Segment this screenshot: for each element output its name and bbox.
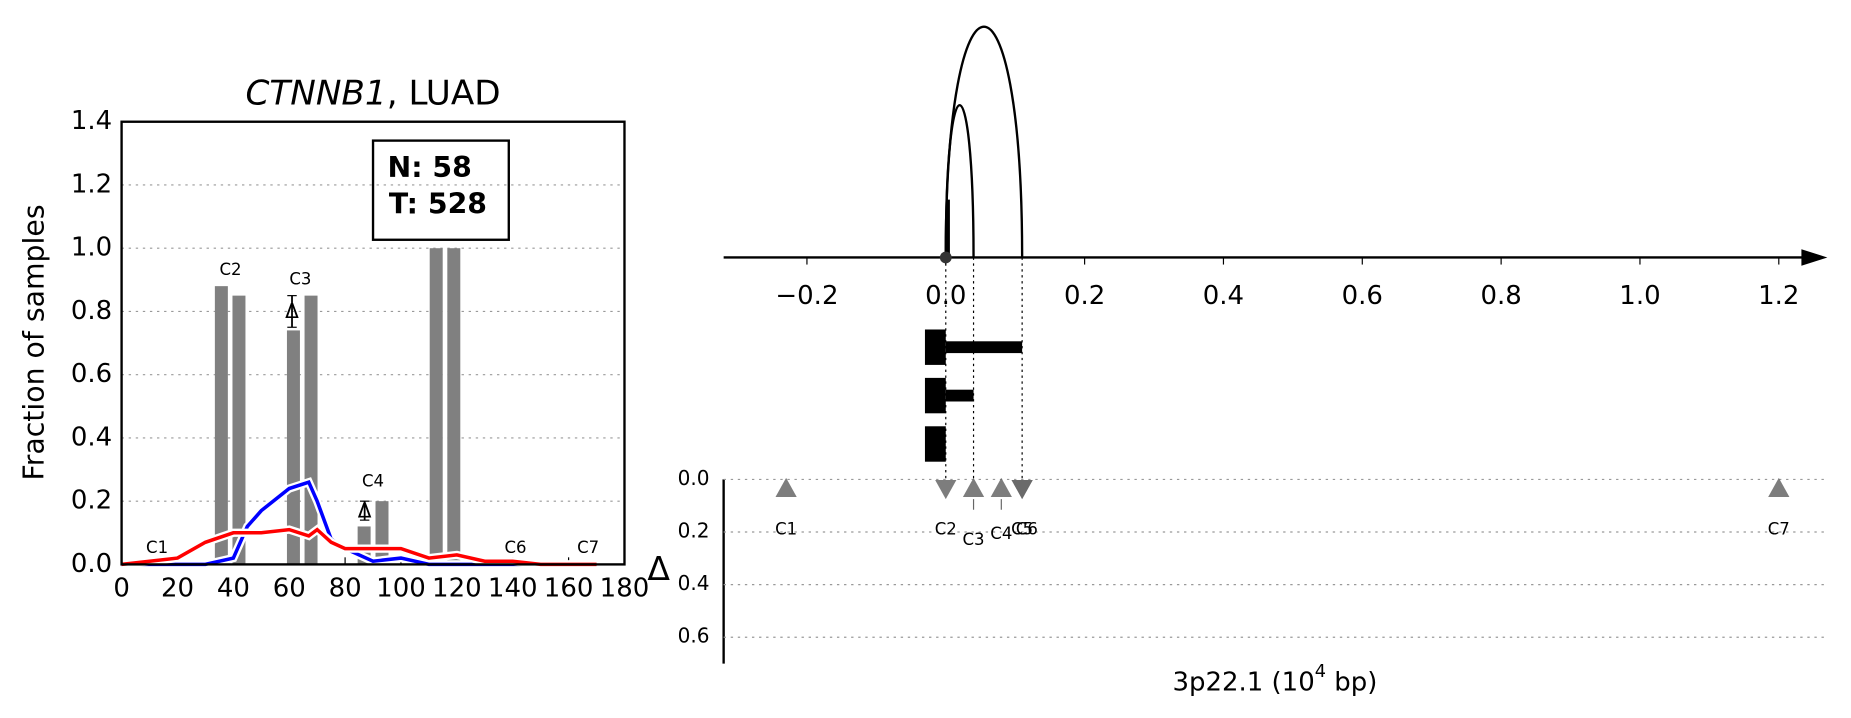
x-tick-label: 0 bbox=[113, 574, 130, 604]
bar bbox=[304, 295, 318, 565]
delta-marker bbox=[1011, 479, 1033, 500]
count-box bbox=[371, 139, 510, 241]
x-tick-label: 40 bbox=[217, 574, 250, 604]
cluster-label: C5 bbox=[1011, 519, 1033, 538]
y-tick-label: 0.2 bbox=[678, 519, 710, 543]
line bbox=[121, 527, 597, 567]
plot-frame bbox=[120, 120, 626, 566]
x-tick-label: 180 bbox=[600, 574, 650, 604]
delta-marker bbox=[775, 477, 797, 497]
x-axis-arrow bbox=[1801, 249, 1828, 266]
count-normal: N: 58 bbox=[388, 151, 472, 184]
origin-dot bbox=[939, 251, 952, 264]
y-tick-label: 0.0 bbox=[678, 466, 710, 490]
count-tumor: T: 528 bbox=[389, 188, 487, 221]
arc bbox=[944, 104, 975, 258]
cluster-label: C3 bbox=[963, 530, 985, 549]
x-tick-label: 0.0 bbox=[925, 281, 966, 311]
x-tick-label: 140 bbox=[488, 574, 538, 604]
cluster-label: C1 bbox=[146, 538, 168, 557]
title-gene: CTNNB1 bbox=[245, 73, 386, 113]
cluster-label: C6 bbox=[1016, 519, 1038, 538]
cluster-label: C7 bbox=[1768, 519, 1790, 538]
cluster-label: C1 bbox=[775, 519, 797, 538]
x-tick-label: −0.2 bbox=[775, 281, 838, 311]
cluster-label: C7 bbox=[577, 538, 599, 557]
row-tail bbox=[945, 341, 1023, 354]
cluster-label: C6 bbox=[504, 538, 526, 557]
cluster-label: C4 bbox=[990, 524, 1012, 543]
title-rest: , LUAD bbox=[387, 73, 501, 113]
row-block bbox=[924, 329, 946, 365]
y-tick-label: 0.6 bbox=[71, 359, 112, 389]
y-tick-label: 0.6 bbox=[678, 624, 710, 648]
y-axis-label: Fraction of samples bbox=[17, 204, 50, 480]
y-tick-label: 1.4 bbox=[71, 106, 112, 136]
x-tick-label: 120 bbox=[432, 574, 482, 604]
bar bbox=[214, 286, 228, 565]
cluster-label: C2 bbox=[220, 260, 242, 279]
y-tick-label: 0.4 bbox=[71, 422, 112, 452]
y-tick-label: 0.2 bbox=[71, 486, 112, 516]
y-tick-label: 1.2 bbox=[71, 169, 112, 199]
y-tick-label: 0.0 bbox=[71, 549, 112, 579]
delta-marker bbox=[962, 477, 985, 497]
x-label-unit: bp) bbox=[1326, 667, 1377, 697]
x-tick-label: 0.2 bbox=[1064, 281, 1105, 311]
x-label-main: 3p22.1 (10 bbox=[1172, 667, 1314, 697]
delta-marker bbox=[990, 477, 1012, 497]
cluster-label: C3 bbox=[289, 269, 311, 288]
bar bbox=[286, 330, 300, 565]
bar bbox=[447, 248, 461, 565]
y-tick-label: 1.0 bbox=[71, 233, 112, 263]
x-tick-label: 20 bbox=[161, 574, 194, 604]
y-tick-label: 0.4 bbox=[678, 571, 710, 595]
row-block bbox=[924, 426, 946, 462]
delta-marker bbox=[1768, 477, 1790, 497]
y-axis-label: Δ bbox=[647, 549, 670, 588]
x-tick-label: 0.6 bbox=[1342, 281, 1383, 311]
bar bbox=[375, 501, 389, 565]
x-tick-label: 0.8 bbox=[1480, 281, 1521, 311]
cluster-label: C2 bbox=[935, 519, 957, 538]
x-tick-label: 0.4 bbox=[1203, 281, 1244, 311]
row-block bbox=[924, 377, 946, 414]
x-tick-label: 100 bbox=[376, 574, 426, 604]
arc bbox=[944, 25, 1024, 258]
x-label-exp: 4 bbox=[1315, 662, 1326, 682]
x-tick-label: 1.0 bbox=[1619, 281, 1660, 311]
x-tick-label: 1.2 bbox=[1758, 281, 1799, 311]
bar bbox=[232, 295, 246, 565]
cluster-label: C4 bbox=[362, 472, 384, 491]
delta-marker: Δ bbox=[358, 498, 372, 522]
y-tick-label: 0.8 bbox=[71, 296, 112, 326]
x-tick-label: 160 bbox=[544, 574, 594, 604]
delta-marker bbox=[935, 479, 957, 500]
x-tick-label: 80 bbox=[329, 574, 362, 604]
bar bbox=[429, 248, 443, 565]
delta-marker: Δ bbox=[285, 299, 299, 323]
x-tick-label: 60 bbox=[273, 574, 306, 604]
chart-title: CTNNB1, LUAD bbox=[245, 73, 500, 113]
row-tail bbox=[945, 389, 974, 402]
x-axis-label: 3p22.1 (104 bp) bbox=[1172, 662, 1377, 697]
